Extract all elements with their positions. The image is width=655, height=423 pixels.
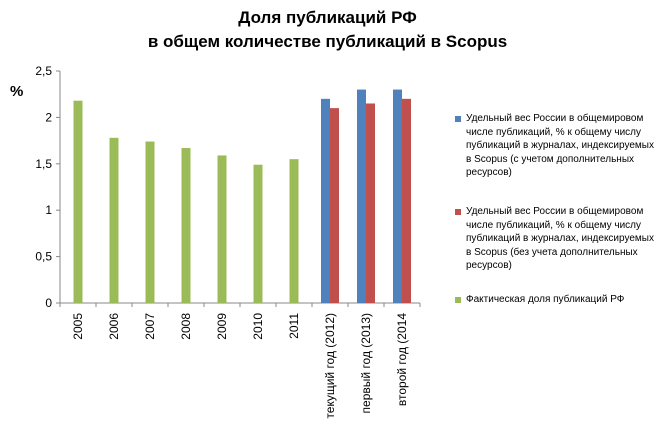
chart-title: Доля публикаций РФ в общем количестве пу… — [0, 6, 655, 54]
x-tick-labels: 2005 2006 2007 2008 2009 2010 2011 текущий год … — [71, 313, 409, 419]
x-tick-label: текущий год (2012) — [323, 313, 337, 419]
y-tick-label: 0,5 — [35, 250, 52, 264]
bar-series-3 — [289, 159, 299, 303]
y-tick-label: 1 — [45, 203, 52, 217]
x-tick-label: 2006 — [107, 313, 121, 340]
y-tick-label: 2 — [45, 110, 52, 124]
x-tick-label: второй год (2014 — [395, 313, 409, 406]
legend-swatch-series-1 — [455, 116, 461, 122]
bar-series-3 — [217, 155, 227, 303]
bar-series-2 — [402, 98, 411, 303]
x-tick-label: 2008 — [179, 313, 193, 340]
x-tick-label: 2010 — [251, 313, 265, 340]
bar-series-1 — [321, 98, 330, 303]
chart-title-line-1: Доля публикаций РФ — [238, 8, 417, 27]
chart-title-line-2: в общем количестве публикаций в Scopus — [147, 32, 508, 51]
y-tick-labels: 0 0,5 1 1,5 2 2,5 — [35, 64, 52, 310]
bar-series-3 — [145, 141, 155, 303]
x-tick-label: 2007 — [143, 313, 157, 340]
bar-series-3 — [73, 100, 83, 303]
bar-series-2 — [330, 108, 339, 304]
bar-series-3 — [109, 137, 119, 303]
bar-series-1 — [357, 89, 366, 303]
legend-swatch-series-2 — [455, 209, 461, 215]
y-tick-label: 0 — [45, 296, 52, 310]
bar-series-3 — [253, 164, 263, 303]
bars — [73, 89, 411, 304]
bar-series-2 — [366, 103, 375, 303]
legend-label-series-1: Удельный вес России в общемировом числе … — [466, 113, 654, 178]
y-tick-label: 2,5 — [35, 64, 52, 78]
x-tick-label: первый год (2013) — [359, 313, 373, 413]
legend-label-series-2: Удельный вес России в общемировом числе … — [466, 206, 654, 271]
bar-series-1 — [393, 89, 402, 303]
x-tick-label: 2005 — [71, 313, 85, 340]
bar-series-3 — [181, 148, 191, 303]
legend-swatch-series-3 — [455, 297, 461, 303]
x-tick-label: 2009 — [215, 313, 229, 340]
y-tick-label: 1,5 — [35, 157, 52, 171]
y-axis-label: % — [10, 83, 23, 100]
legend-label-series-3: Фактическая доля публикаций РФ — [466, 294, 625, 305]
x-tick-label: 2011 — [287, 313, 301, 339]
